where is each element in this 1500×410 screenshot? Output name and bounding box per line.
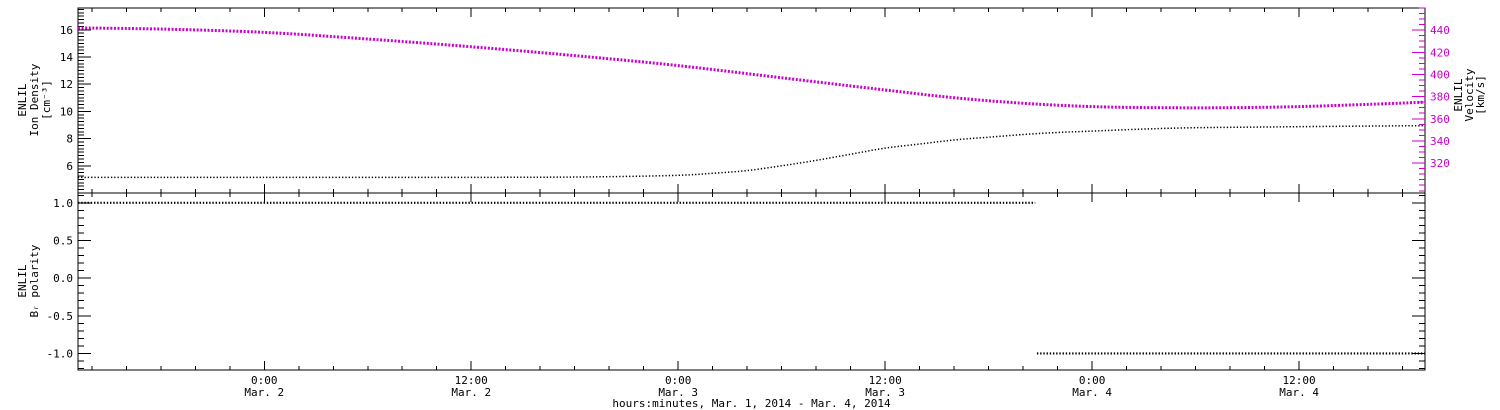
svg-text:12: 12: [60, 78, 73, 91]
svg-text:10: 10: [60, 105, 73, 118]
svg-text:0:00: 0:00: [1079, 374, 1106, 387]
svg-text:0.5: 0.5: [53, 234, 73, 247]
tick-marks-black: [78, 8, 1425, 370]
svg-text:Mar. 4: Mar. 4: [1279, 386, 1319, 399]
svg-text:hours:minutes, Mar. 1, 2014 -: hours:minutes, Mar. 1, 2014 - Mar. 4, 20…: [612, 397, 891, 410]
svg-text:12:00: 12:00: [869, 374, 902, 387]
series-ion_density: [77, 124, 1426, 179]
svg-text:Ion Density: Ion Density: [28, 63, 41, 136]
svg-text:400: 400: [1430, 68, 1450, 81]
axis-text: 6 8 10 12 14 16 320 340 360 380 400 420 440 1.0 0.5 0.0…: [16, 24, 1487, 410]
svg-text:ENLIL: ENLIL: [16, 264, 29, 297]
data-series: [77, 26, 1426, 355]
svg-text:[km/s]: [km/s]: [1474, 75, 1487, 115]
svg-text:Mar. 4: Mar. 4: [1072, 386, 1112, 399]
top-panel-frame: [77, 7, 1426, 194]
svg-text:6: 6: [66, 160, 73, 173]
svg-text:14: 14: [60, 51, 74, 64]
svg-text:340: 340: [1430, 135, 1450, 148]
panel-frames: [77, 7, 1426, 371]
bottom-panel-frame: [77, 192, 1426, 371]
svg-text:0:00: 0:00: [665, 374, 692, 387]
svg-text:Mar. 2: Mar. 2: [244, 386, 284, 399]
svg-text:Velocity: Velocity: [1463, 68, 1476, 121]
series-velocity: [77, 26, 1426, 110]
svg-text:ENLIL: ENLIL: [1452, 78, 1465, 111]
svg-text:0.0: 0.0: [53, 272, 73, 285]
svg-text:8: 8: [66, 133, 73, 146]
svg-text:ENLIL: ENLIL: [16, 83, 29, 116]
svg-text:360: 360: [1430, 113, 1450, 126]
svg-text:440: 440: [1430, 24, 1450, 37]
svg-text:-1.0: -1.0: [47, 347, 74, 360]
svg-text:[cm⁻³]: [cm⁻³]: [40, 80, 53, 120]
svg-text:12:00: 12:00: [1283, 374, 1316, 387]
svg-text:1.0: 1.0: [53, 197, 73, 210]
svg-text:0:00: 0:00: [251, 374, 278, 387]
svg-text:12:00: 12:00: [455, 374, 488, 387]
svg-text:Mar. 3: Mar. 3: [658, 386, 698, 399]
svg-text:-0.5: -0.5: [47, 310, 74, 323]
svg-text:Mar. 2: Mar. 2: [451, 386, 491, 399]
tick-marks-velocity-axis: [1412, 7, 1425, 192]
svg-text:16: 16: [60, 24, 73, 37]
svg-text:320: 320: [1430, 157, 1450, 170]
svg-text:Mar. 3: Mar. 3: [865, 386, 905, 399]
svg-text:380: 380: [1430, 91, 1450, 104]
svg-text:Bᵣ polarity: Bᵣ polarity: [28, 244, 41, 317]
svg-text:420: 420: [1430, 46, 1450, 59]
